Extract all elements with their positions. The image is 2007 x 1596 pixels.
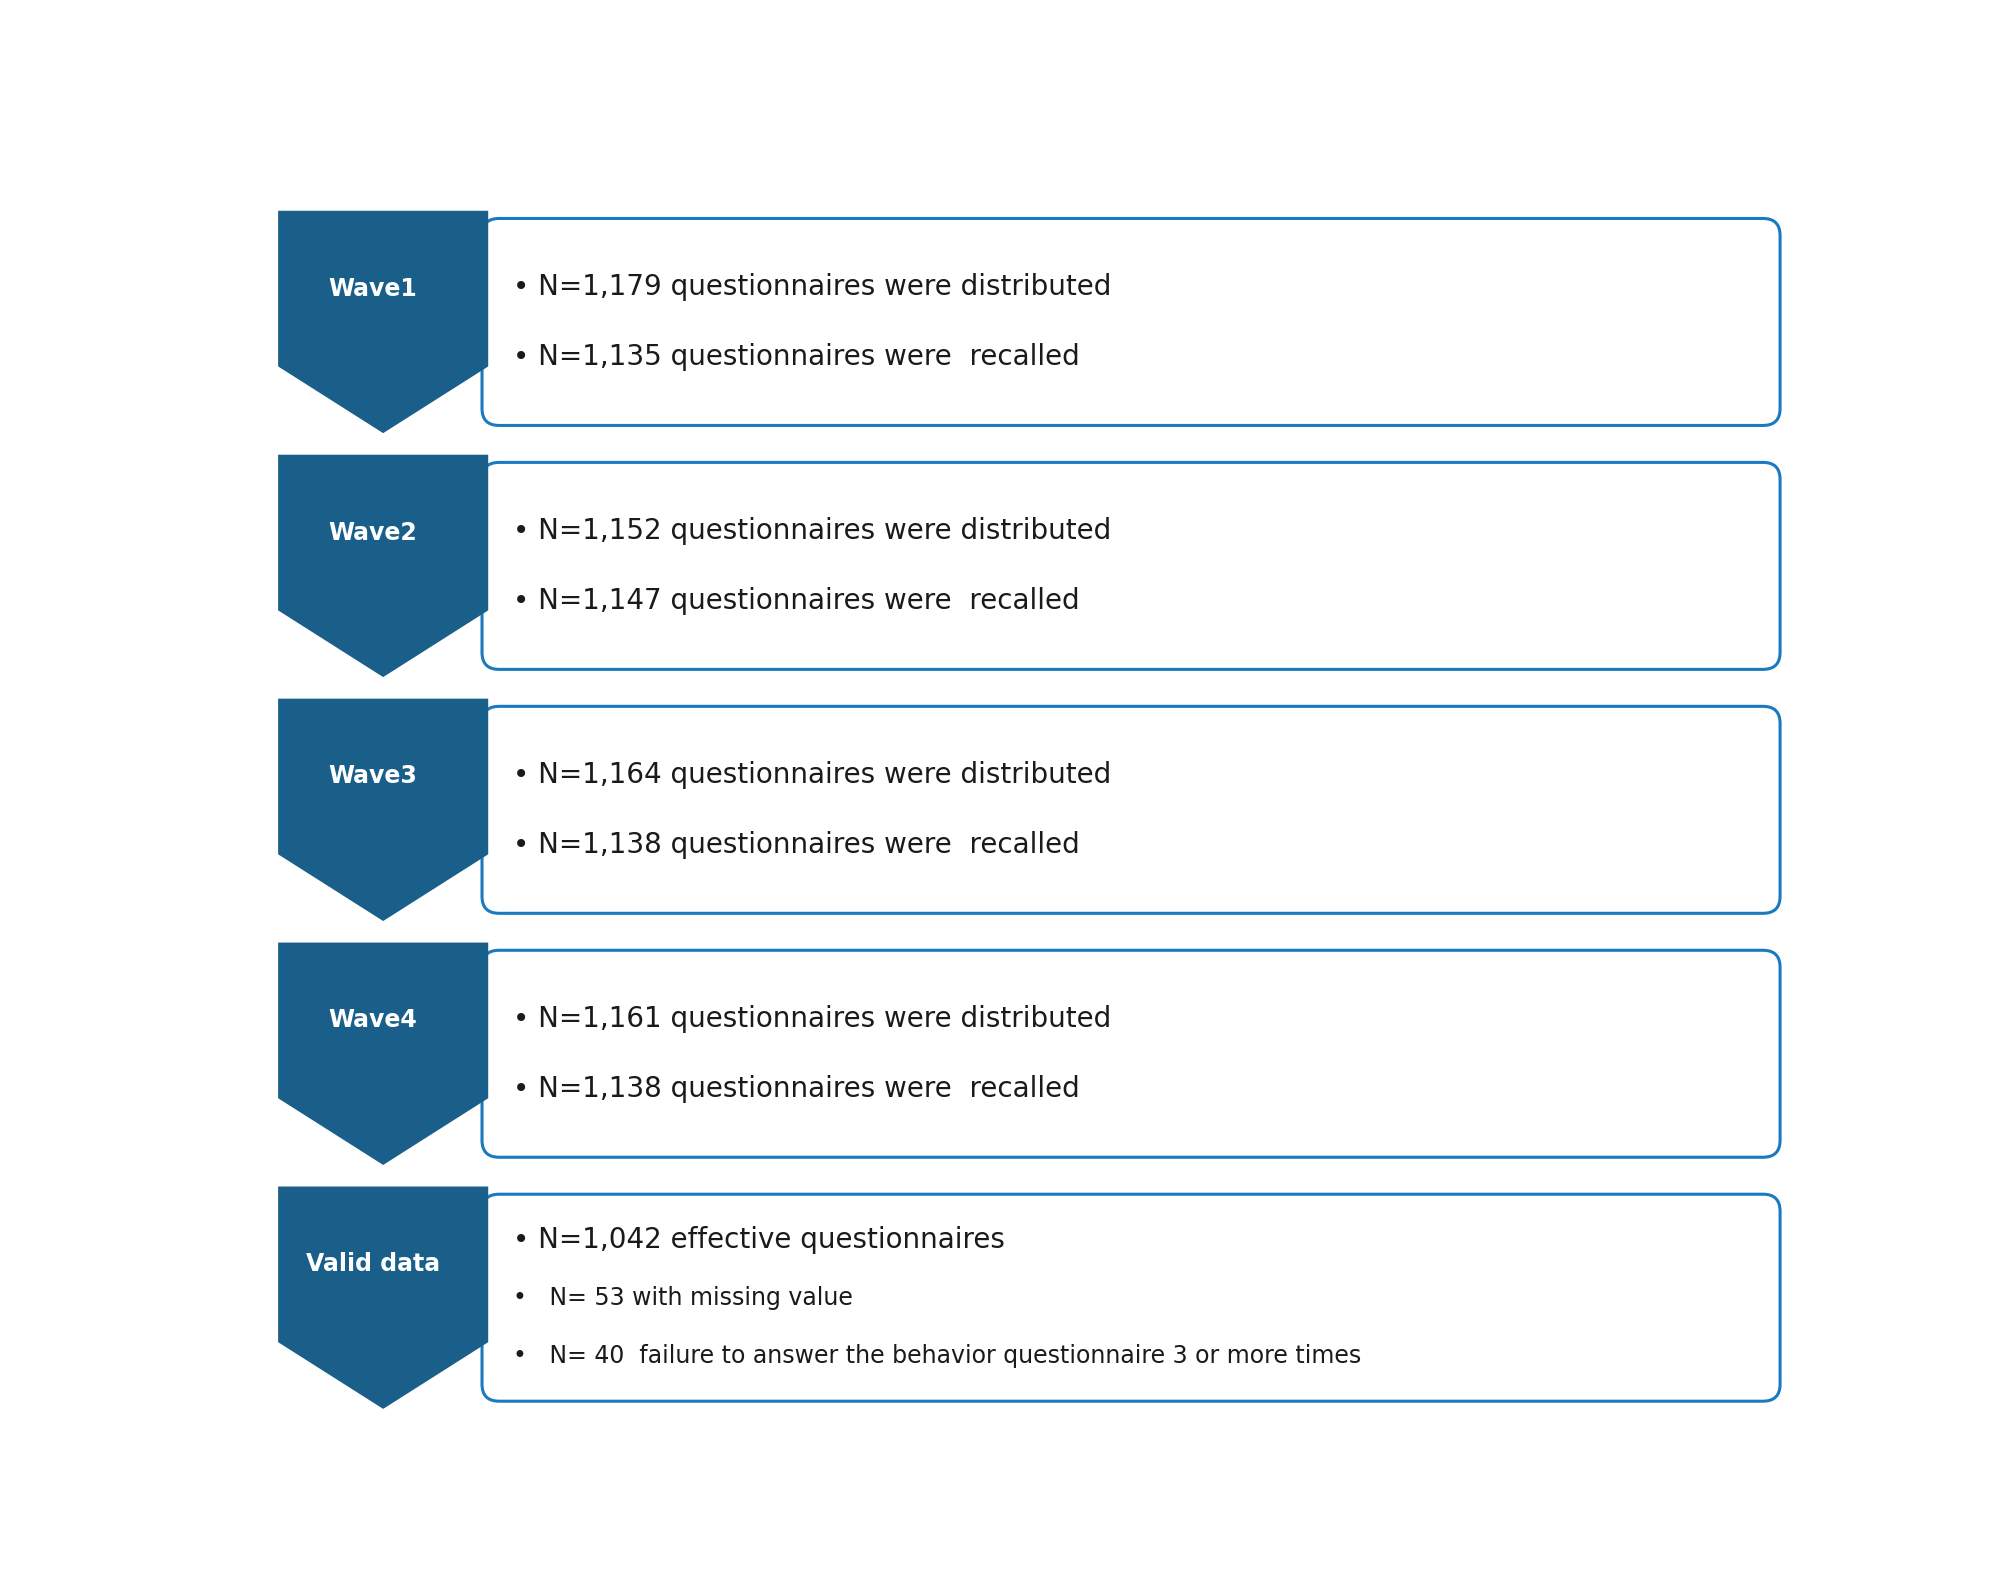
FancyBboxPatch shape: [482, 707, 1778, 913]
Polygon shape: [279, 1186, 488, 1409]
Text: Valid data: Valid data: [305, 1253, 440, 1277]
Text: • N=1,161 questionnaires were distributed: • N=1,161 questionnaires were distribute…: [512, 1004, 1110, 1033]
Text: • N=1,138 questionnaires were  recalled: • N=1,138 questionnaires were recalled: [512, 1076, 1080, 1103]
Text: • N=1,042 effective questionnaires: • N=1,042 effective questionnaires: [512, 1226, 1004, 1254]
Text: •   N= 53 with missing value: • N= 53 with missing value: [512, 1286, 853, 1310]
Text: Wave4: Wave4: [327, 1009, 417, 1033]
FancyBboxPatch shape: [482, 219, 1778, 426]
Text: • N=1,135 questionnaires were  recalled: • N=1,135 questionnaires were recalled: [512, 343, 1080, 372]
FancyBboxPatch shape: [482, 463, 1778, 669]
Text: •   N= 40  failure to answer the behavior questionnaire 3 or more times: • N= 40 failure to answer the behavior q…: [512, 1344, 1361, 1368]
FancyBboxPatch shape: [482, 1194, 1778, 1401]
Polygon shape: [279, 211, 488, 433]
Text: Wave3: Wave3: [327, 764, 417, 788]
Text: • N=1,147 questionnaires were  recalled: • N=1,147 questionnaires were recalled: [512, 587, 1080, 614]
FancyBboxPatch shape: [482, 950, 1778, 1157]
Polygon shape: [279, 699, 488, 921]
Text: • N=1,179 questionnaires were distributed: • N=1,179 questionnaires were distribute…: [512, 273, 1110, 300]
Text: • N=1,138 questionnaires were  recalled: • N=1,138 questionnaires were recalled: [512, 832, 1080, 859]
Text: Wave1: Wave1: [327, 276, 417, 300]
Text: Wave2: Wave2: [327, 520, 417, 544]
Text: • N=1,164 questionnaires were distributed: • N=1,164 questionnaires were distribute…: [512, 761, 1110, 788]
Text: • N=1,152 questionnaires were distributed: • N=1,152 questionnaires were distribute…: [512, 517, 1110, 544]
Polygon shape: [279, 455, 488, 677]
Polygon shape: [279, 943, 488, 1165]
